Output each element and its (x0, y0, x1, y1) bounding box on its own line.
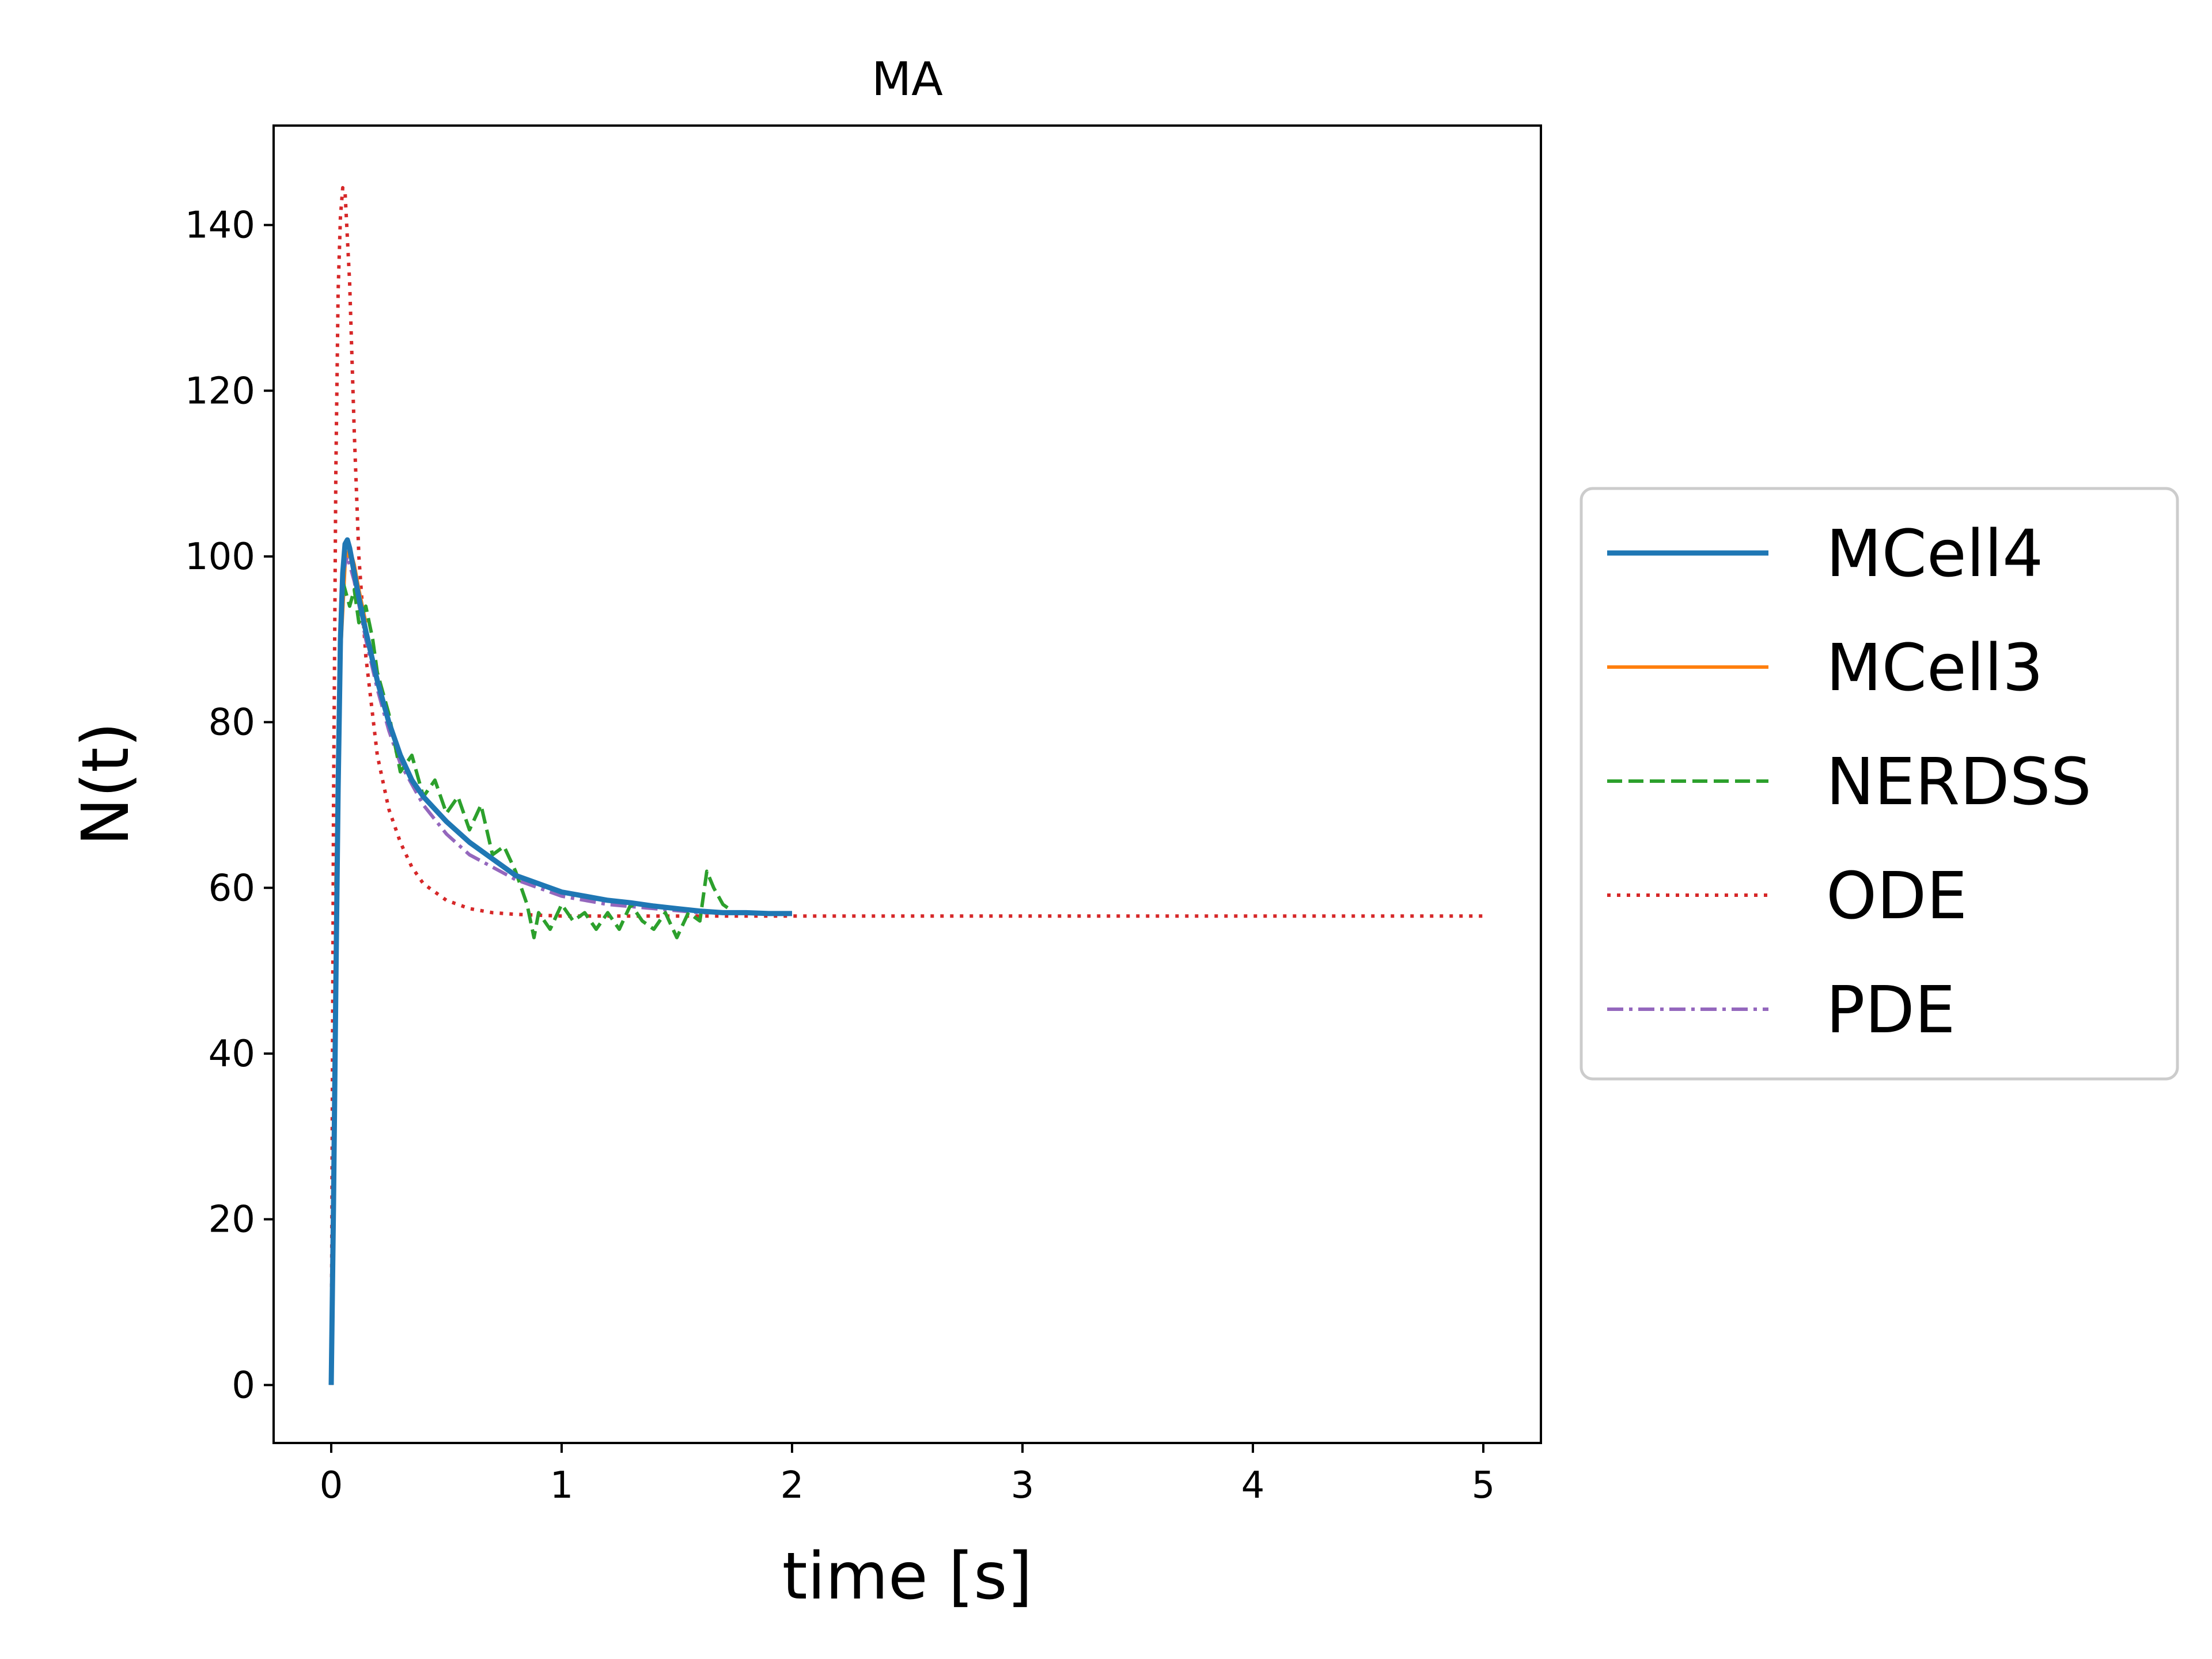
y-axis: 0 20 40 60 80 100 120 140 (185, 204, 274, 1407)
x-tick-label: 0 (320, 1464, 343, 1507)
x-axis-label: time [s] (782, 1539, 1032, 1614)
y-tick-label: 20 (209, 1199, 255, 1241)
legend-label-pde: PDE (1826, 973, 1956, 1048)
x-tick-label: 4 (1241, 1464, 1265, 1507)
plot-frame (272, 124, 1542, 1444)
x-tick-label: 5 (1472, 1464, 1495, 1507)
chart-title: MA (872, 52, 943, 106)
y-tick-label: 120 (185, 370, 255, 412)
legend-label-nerdss: NERDSS (1826, 745, 2092, 820)
x-tick-label: 1 (550, 1464, 574, 1507)
y-axis-label: N(t) (69, 722, 143, 846)
y-tick-label: 40 (209, 1033, 255, 1075)
x-tick-label: 2 (781, 1464, 804, 1507)
series-line-pde (341, 554, 746, 915)
plot-area (272, 124, 1542, 1444)
legend-label-mcell4: MCell4 (1826, 517, 2043, 592)
y-tick-label: 0 (232, 1364, 255, 1407)
legend-frame (1580, 487, 2179, 1081)
series-line-nerdss (341, 581, 746, 940)
legend-label-mcell3: MCell3 (1826, 631, 2043, 706)
x-axis: 0 1 2 3 4 5 (320, 1443, 1495, 1507)
legend-label-ode: ODE (1826, 859, 1967, 934)
y-tick-label: 140 (185, 204, 255, 247)
series-line-ode (329, 185, 1483, 1385)
legend: MCell4 MCell3 NERDSS ODE PDE (1580, 487, 2179, 1081)
series-line-mcell4 (328, 537, 792, 1385)
series-layer (328, 185, 1483, 1385)
y-tick-label: 60 (209, 867, 255, 910)
y-tick-label: 100 (185, 536, 255, 578)
x-tick-label: 3 (1011, 1464, 1035, 1507)
y-tick-label: 80 (209, 702, 255, 744)
